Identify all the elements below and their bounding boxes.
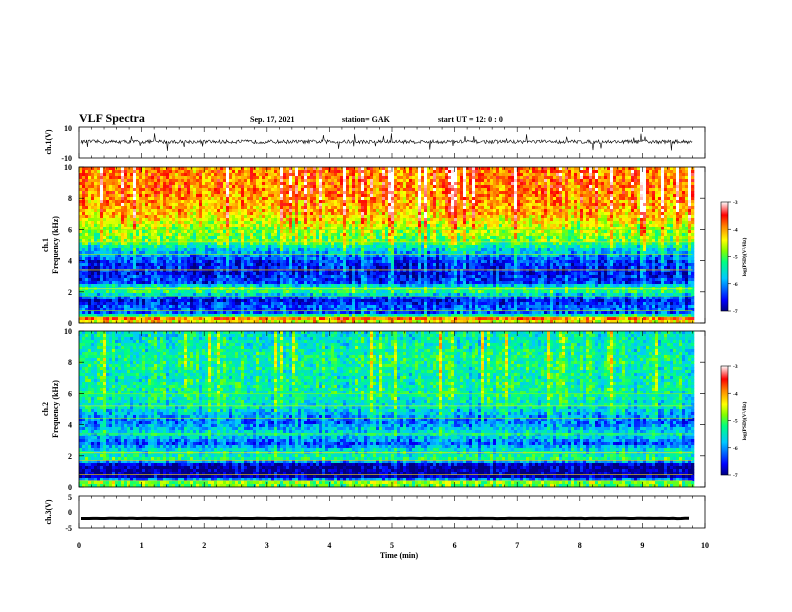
x-tick-label-5: 5 [390, 541, 394, 550]
date-label: Sep. 17, 2021 [250, 115, 294, 124]
ch1-spec-ytick-0: 0 [68, 319, 72, 328]
ch1-spec-label-frequency: Frequency (kHz) [51, 216, 60, 274]
x-axis-label: Time (min) [380, 551, 419, 560]
x-tick-marks [78, 127, 706, 528]
ch2-spec-ytick-2: 2 [68, 452, 72, 461]
x-tick-label-10: 10 [701, 541, 709, 550]
colorbar-ch2-label: log(PSD)(V²/Hz) [741, 402, 748, 441]
ch3-ytick-5: 5 [68, 493, 72, 502]
spectrogram-ch2-image [79, 331, 695, 488]
ch2-spec-label-channel: ch.2 [41, 402, 50, 416]
colorbar-ch1: -3 -4 -5 -6 -7 log(PSD)(V²/Hz) [720, 200, 748, 315]
spectrogram-ch1-image [79, 167, 695, 324]
ch1-spec-label-channel: ch.1 [41, 238, 50, 252]
ch2-spec-ytick-6: 6 [68, 389, 72, 398]
colorbar-ch2-tick--6: -6 [733, 446, 738, 452]
x-tick-label-6: 6 [453, 541, 457, 550]
x-tick-label-9: 9 [640, 541, 644, 550]
waveform-ch3-panel: 5 0 -5 ch.3(V) 0 1 2 3 4 5 6 7 8 9 10 Time (min) [44, 493, 709, 560]
colorbar-ch1-tick--3: -3 [733, 200, 738, 206]
ch3-ylabel: ch.3(V) [44, 499, 53, 524]
x-tick-label-8: 8 [578, 541, 582, 550]
colorbar-ch1-tick--4: -4 [733, 227, 738, 233]
colorbar-ch1-label: log(PSD)(V²/Hz) [741, 238, 748, 277]
colorbar-ch2-tick--4: -4 [733, 391, 738, 397]
ch2-spec-ytick-8: 8 [68, 358, 72, 367]
spectrogram-ch1-panel: 0 2 4 6 8 10 ch.1 Frequency (kHz) [41, 163, 706, 328]
ch2-spec-label-frequency: Frequency (kHz) [51, 380, 60, 438]
ch1-spec-ytick-8: 8 [68, 194, 72, 203]
ch3-ytick-0: 0 [68, 508, 72, 517]
start-time-label: start UT = 12: 0 : 0 [438, 115, 503, 124]
x-tick-label-0: 0 [77, 541, 81, 550]
colorbar-ch2-tick--5: -5 [733, 419, 738, 425]
spectrogram-ch2-panel: 0 2 4 6 8 10 ch.2 Frequency (kHz) [41, 327, 706, 492]
colorbar-ch2-tick--3: -3 [733, 364, 738, 370]
ch3-ytick-minus5: -5 [65, 524, 72, 533]
ch2-spec-ytick-10: 10 [64, 327, 72, 336]
x-tick-label-7: 7 [515, 541, 519, 550]
ch1-ytick-bottom: -10 [61, 154, 72, 163]
colorbar-ch2: -3 -4 -5 -6 -7 log(PSD)(V²/Hz) [720, 364, 748, 479]
waveform-ch1-panel: 10 -10 ch.1(V) [44, 124, 706, 163]
ch1-ytick-top: 10 [64, 124, 72, 133]
station-label: station= GAK [342, 115, 390, 124]
ch1-ylabel: ch.1(V) [44, 129, 53, 154]
colorbar-ch1-tick--7: -7 [733, 309, 738, 315]
ch2-spec-ytick-4: 4 [68, 421, 72, 430]
ch1-spec-ytick-6: 6 [68, 225, 72, 234]
colorbar-ch1-tick--5: -5 [733, 255, 738, 261]
ch1-spec-ytick-10: 10 [64, 163, 72, 172]
colorbar-ch2-tick--7: -7 [733, 473, 738, 479]
figure-title: VLF Spectra [79, 111, 145, 126]
x-tick-label-2: 2 [202, 541, 206, 550]
x-tick-label-4: 4 [327, 541, 331, 550]
ch1-spec-ytick-4: 4 [68, 257, 72, 266]
waveform-ch1-line [80, 133, 693, 151]
ch2-spec-ytick-0: 0 [68, 483, 72, 492]
x-tick-label-1: 1 [140, 541, 144, 550]
x-tick-label-3: 3 [265, 541, 269, 550]
ch1-spec-ytick-2: 2 [68, 288, 72, 297]
colorbar-ch1-tick--6: -6 [733, 282, 738, 288]
